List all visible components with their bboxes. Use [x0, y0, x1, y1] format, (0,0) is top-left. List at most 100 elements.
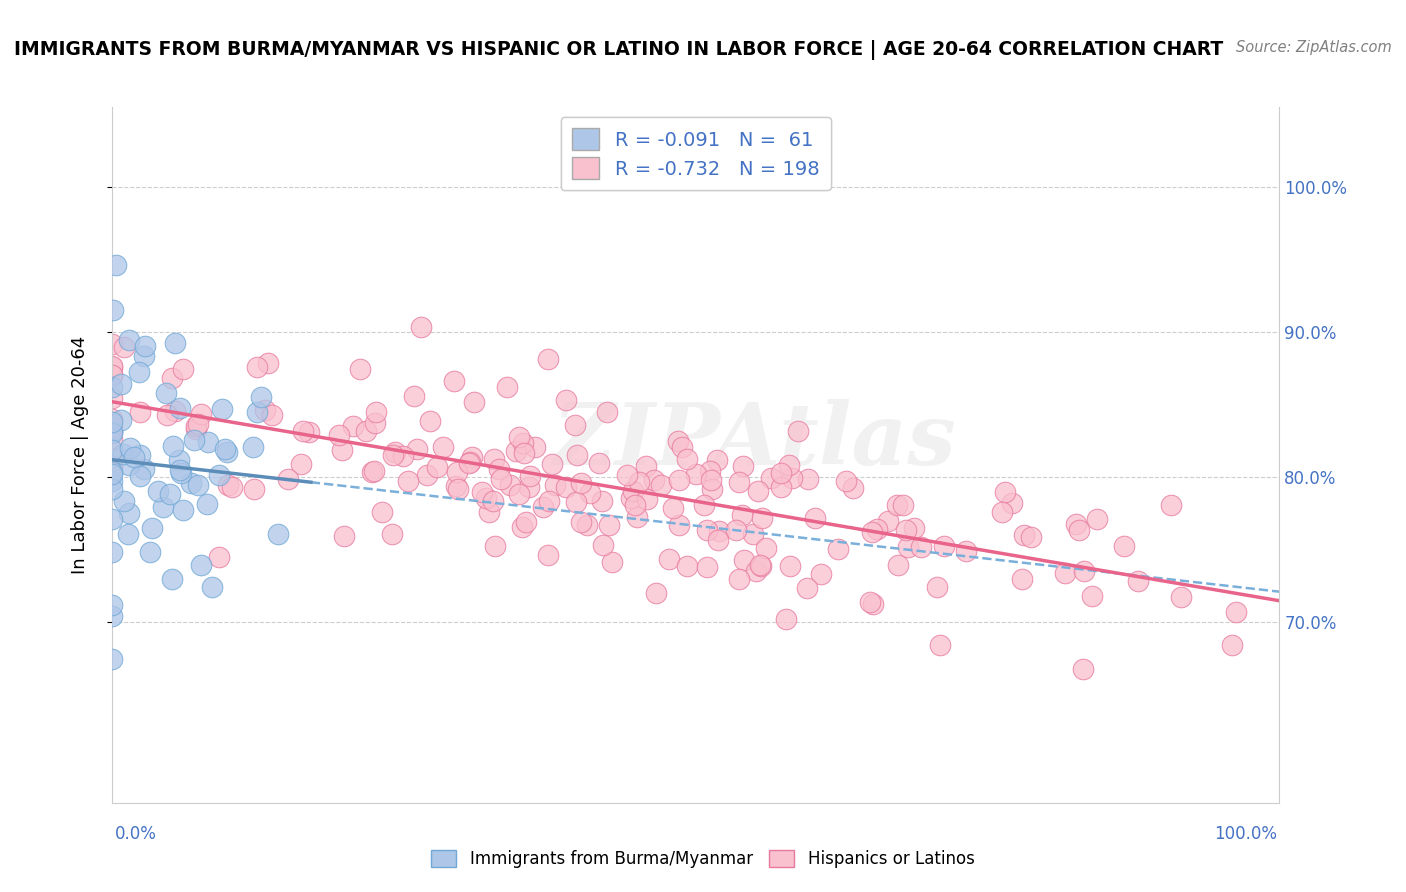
Point	[460, 455, 482, 469]
Point	[392, 449, 415, 463]
Point	[419, 414, 441, 428]
Point	[624, 498, 647, 512]
Point	[267, 527, 290, 541]
Point	[443, 374, 465, 388]
Point	[101, 443, 124, 458]
Point	[370, 505, 392, 519]
Point	[634, 459, 657, 474]
Point	[628, 475, 651, 489]
Point	[543, 478, 565, 492]
Point	[217, 478, 239, 492]
Point	[184, 422, 207, 436]
Point	[645, 586, 668, 600]
Point	[537, 351, 560, 366]
Point	[842, 481, 865, 495]
Point	[384, 445, 406, 459]
Point	[787, 424, 810, 438]
Point	[291, 424, 314, 438]
Point	[1001, 496, 1024, 510]
Point	[564, 418, 586, 433]
Point	[101, 482, 124, 496]
Point	[159, 486, 181, 500]
Point	[565, 448, 588, 462]
Point	[101, 512, 124, 526]
Point	[101, 458, 124, 473]
Point	[162, 439, 184, 453]
Point	[242, 441, 264, 455]
Point	[696, 523, 718, 537]
Point	[747, 483, 769, 498]
Point	[416, 468, 439, 483]
Point	[662, 500, 685, 515]
Point	[101, 424, 124, 438]
Point	[156, 408, 179, 422]
Point	[780, 471, 803, 485]
Point	[243, 482, 266, 496]
Point	[110, 376, 132, 391]
Point	[364, 417, 387, 431]
Point	[101, 425, 124, 440]
Point	[169, 462, 191, 476]
Point	[484, 539, 506, 553]
Point	[409, 320, 432, 334]
Point	[595, 405, 617, 419]
Point	[1170, 590, 1192, 604]
Point	[575, 518, 598, 533]
Point	[215, 445, 238, 459]
Point	[134, 349, 156, 363]
Point	[478, 505, 501, 519]
Point	[499, 478, 522, 492]
Point	[523, 441, 546, 455]
Point	[668, 474, 690, 488]
Point	[101, 425, 124, 440]
Point	[929, 638, 952, 652]
Point	[134, 462, 156, 476]
Point	[190, 407, 212, 421]
Point	[444, 479, 467, 493]
Text: Source: ZipAtlas.com: Source: ZipAtlas.com	[1236, 40, 1392, 55]
Point	[696, 560, 718, 574]
Point	[626, 509, 648, 524]
Point	[643, 473, 665, 487]
Point	[510, 520, 533, 534]
Point	[1225, 605, 1247, 619]
Point	[118, 333, 141, 347]
Point	[554, 480, 576, 494]
Point	[859, 595, 882, 609]
Point	[211, 402, 233, 417]
Point	[733, 458, 755, 473]
Point	[565, 494, 588, 508]
Point	[1071, 662, 1094, 676]
Point	[1064, 517, 1087, 532]
Point	[165, 403, 187, 417]
Point	[1085, 512, 1108, 526]
Point	[101, 368, 124, 383]
Point	[588, 456, 610, 470]
Point	[112, 340, 135, 354]
Point	[650, 478, 672, 492]
Point	[897, 540, 920, 554]
Point	[396, 474, 419, 488]
Point	[461, 450, 484, 464]
Point	[124, 450, 146, 465]
Point	[508, 487, 530, 501]
Point	[636, 492, 658, 507]
Point	[101, 609, 124, 624]
Point	[751, 511, 773, 525]
Point	[257, 356, 280, 370]
Point	[101, 475, 124, 489]
Point	[554, 392, 576, 407]
Point	[482, 452, 505, 467]
Point	[685, 467, 707, 482]
Point	[537, 494, 560, 508]
Point	[512, 436, 534, 450]
Point	[366, 405, 388, 419]
Legend: Immigrants from Burma/Myanmar, Hispanics or Latinos: Immigrants from Burma/Myanmar, Hispanics…	[425, 843, 981, 875]
Point	[187, 417, 209, 432]
Point	[172, 503, 194, 517]
Point	[910, 541, 932, 555]
Point	[208, 467, 231, 482]
Point	[730, 508, 752, 522]
Point	[886, 498, 908, 512]
Point	[101, 336, 124, 351]
